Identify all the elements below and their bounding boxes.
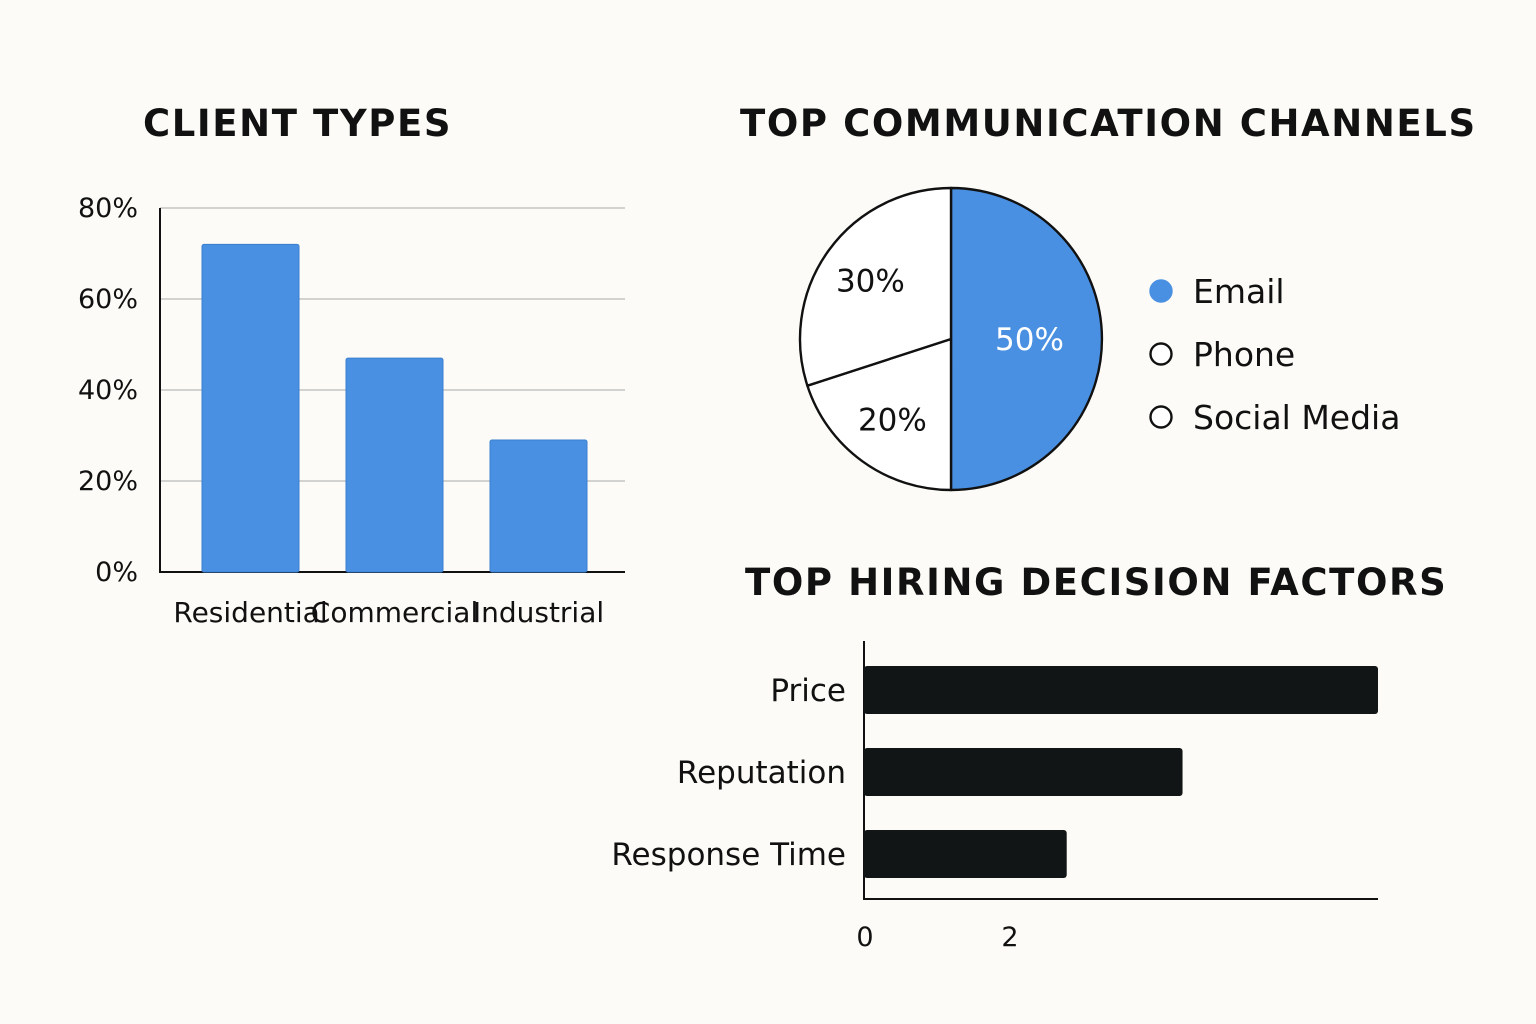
- legend-label: Phone: [1193, 335, 1295, 374]
- y-category-label: Response Time: [611, 837, 846, 873]
- legend-marker-icon: [1149, 342, 1173, 366]
- bar-reputation: [864, 748, 1183, 796]
- channels-title: TOP COMMUNICATION CHANNELS: [740, 102, 1477, 145]
- pie-value-label: 50%: [995, 322, 1064, 358]
- legend-label: Email: [1193, 272, 1285, 311]
- y-category-label: Reputation: [677, 755, 846, 791]
- y-tick-label: 60%: [78, 284, 138, 315]
- x-tick-label: 2: [1001, 922, 1018, 953]
- pie-value-label: 20%: [858, 403, 927, 439]
- legend-label: Social Media: [1193, 398, 1400, 437]
- bar-industrial: [489, 439, 588, 573]
- y-tick-label: 40%: [78, 375, 138, 406]
- x-tick-label: Commercial: [311, 596, 478, 629]
- y-category-label: Price: [770, 673, 846, 709]
- pie-value-label: 30%: [836, 263, 905, 299]
- bar-price: [864, 666, 1378, 714]
- client-types-title: CLIENT TYPES: [143, 102, 453, 145]
- y-tick-label: 0%: [95, 557, 138, 588]
- x-tick-label: 0: [856, 922, 873, 953]
- bar-commercial: [345, 357, 444, 573]
- pie-slice-phone: [798, 186, 953, 387]
- factors-title: TOP HIRING DECISION FACTORS: [745, 561, 1448, 604]
- y-tick-label: 20%: [78, 466, 138, 497]
- pie-slice-social-media: [806, 337, 953, 492]
- x-tick-label: Residential: [173, 596, 327, 629]
- legend-marker-icon: [1149, 279, 1173, 303]
- pie-slice-email: [949, 186, 1104, 492]
- legend-marker-icon: [1149, 405, 1173, 429]
- bar-residential: [201, 243, 300, 573]
- x-tick-label: Industrial: [473, 596, 604, 629]
- bar-response-time: [864, 830, 1067, 878]
- y-tick-label: 80%: [78, 193, 138, 224]
